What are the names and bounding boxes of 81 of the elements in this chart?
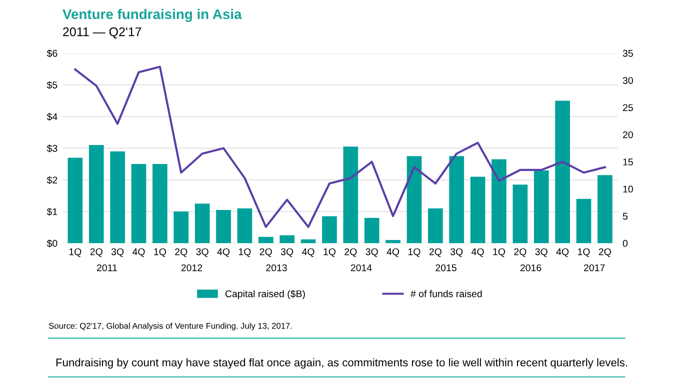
x-tick-label: 1Q [154,248,166,257]
x-tick-label: 2Q [344,248,357,257]
y2-tick-label: 0 [622,240,628,247]
x-tick-label: 3Q [450,248,463,257]
text: 2017 [584,264,605,272]
bar [343,146,358,244]
x-tick-label: 1Q [493,248,506,257]
text: 2012 [181,264,202,272]
x-tick-label: 1Q [324,248,336,257]
bar [534,170,549,244]
y-tick-label: $6 [46,50,58,58]
y2-tick-label: 20 [623,131,633,138]
text: 2015 [436,264,456,272]
text: 2016 [520,264,542,272]
bar [428,208,443,244]
bar [449,156,464,244]
x-tick-label: 3Q [196,248,208,257]
x-tick-label: 3Q [366,248,378,257]
x-tick-label: 2Q [429,248,442,257]
text: 2014 [350,264,372,272]
bar [598,175,612,244]
chart-title: Venture fundraising in Asia [62,8,242,22]
legend-label: # of funds raised [410,290,482,298]
y-tick-label: $4 [46,112,58,121]
x-tick-label: 1Q [238,248,251,257]
x-tick-label: 2Q [175,248,188,257]
y2-tick-label: 25 [623,104,633,112]
bar [280,235,294,244]
line-series [74,66,606,228]
bar [300,239,316,244]
bar [131,164,146,244]
text: Fundraising by count may have stayed flat once again, as commitments rose to lie well within recent quarterly levels. [56,358,627,369]
x-tick-label: 4Q [302,248,314,257]
text: 2011 [96,264,117,272]
x-tick-label: 4Q [556,248,569,257]
bar [152,164,168,244]
x-tick-label: 4Q [386,248,400,257]
y2-tick-label: 10 [623,186,633,193]
bar [237,208,252,244]
bar [110,151,125,244]
y-tick-label: $2 [46,176,58,184]
chart-subtitle: 2011 — Q2'17 [63,27,142,38]
x-tick-label: 2Q [90,248,102,257]
bar [386,240,400,244]
x-tick-label: 2Q [598,248,611,257]
bar [216,210,231,244]
x-tick-label: 3Q [280,248,294,257]
y2-tick-label: 35 [622,50,633,57]
y-tick-label: $1 [46,208,58,216]
bar [492,159,506,244]
bar [364,218,380,244]
bar [555,100,570,244]
legend-label: Capital raised ($B) [225,290,305,300]
source-note: Source: Q2'17, Global Analysis of Venture Funding. July 13, 2017. [48,322,292,330]
bar [322,216,337,244]
x-tick-label: 3Q [111,248,124,257]
y-tick-label: $5 [46,81,58,90]
bar [576,198,592,244]
text: 2013 [266,264,287,272]
x-tick-label: 3Q [535,248,548,257]
y-tick-label: $3 [46,144,58,152]
y2-tick-label: 30 [622,77,633,84]
y2-tick-label: 5 [622,212,628,220]
x-tick-label: 1Q [69,248,82,257]
x-tick-label: 1Q [408,248,420,257]
bar [68,158,83,244]
bar [194,204,210,244]
x-tick-label: 1Q [578,248,590,257]
y-tick-label: $0 [46,240,58,248]
bar [258,236,274,244]
bar [406,156,422,244]
x-tick-label: 4Q [217,248,230,257]
x-tick-label: 2Q [260,248,272,257]
bar [470,176,486,244]
bar [512,184,528,244]
x-tick-label: 4Q [132,248,145,257]
y2-tick-label: 15 [623,158,633,166]
bar [174,212,189,244]
x-tick-label: 4Q [472,248,484,257]
x-tick-label: 2Q [514,248,526,257]
bar [88,145,104,244]
